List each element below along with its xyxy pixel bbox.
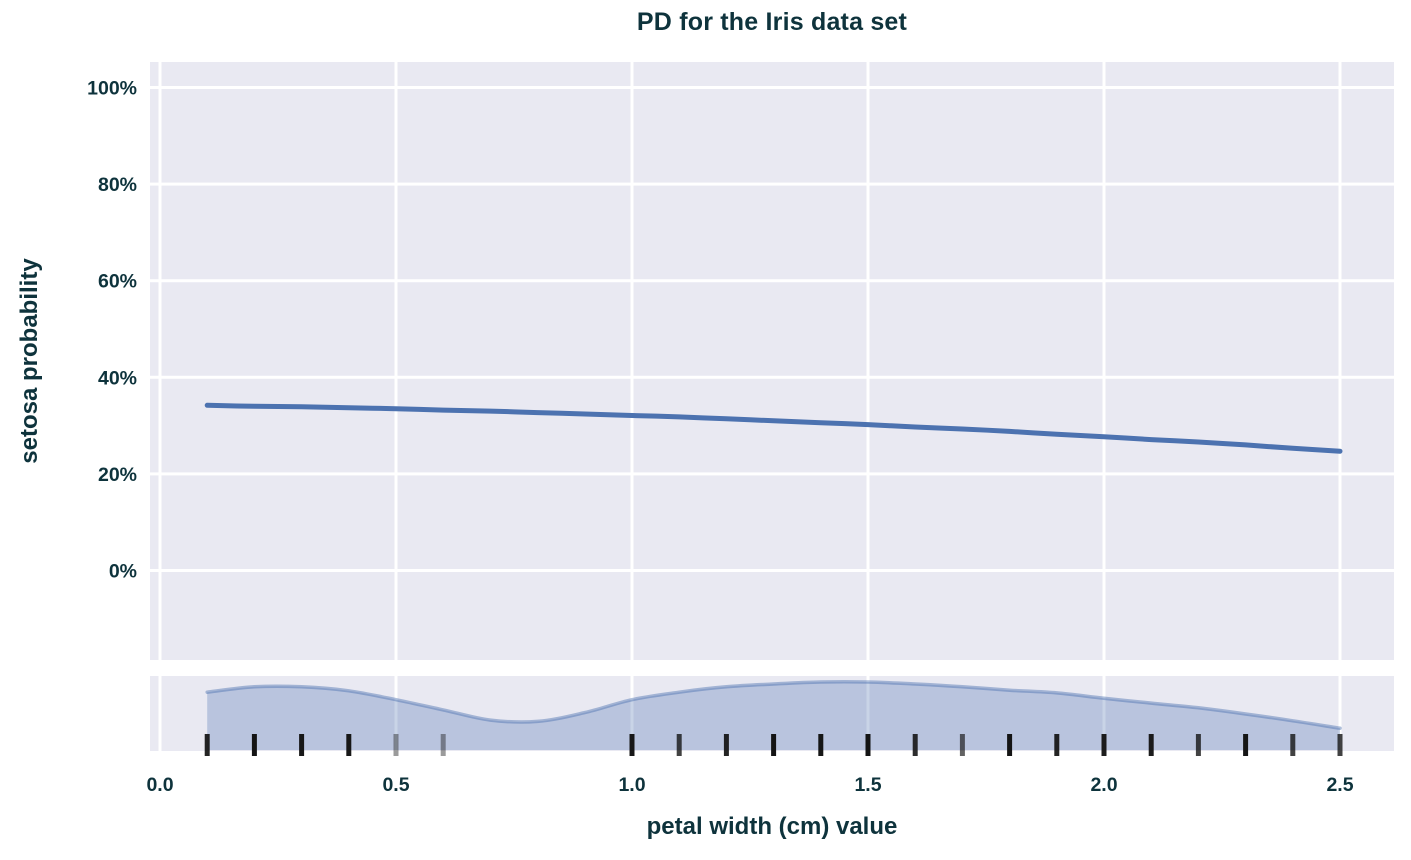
chart-title: PD for the Iris data set [636, 8, 908, 36]
x-tick-label: 2.5 [1326, 774, 1353, 796]
density-curve [205, 680, 1342, 730]
pd-line [204, 402, 1343, 454]
y-tick-label: 100% [87, 78, 137, 100]
y-tick-label: 0% [109, 561, 137, 583]
x-tick-label: 0.5 [382, 774, 409, 796]
density-area [207, 681, 1341, 750]
y-tick-label: 20% [98, 464, 137, 486]
main-panel-background [150, 62, 1394, 660]
x-tick-label: 0.0 [146, 774, 173, 796]
y-tick-label: 40% [98, 367, 137, 389]
x-tick-label: 2.0 [1090, 774, 1117, 796]
x-tick-label: 1.0 [618, 774, 645, 796]
y-axis-title: setosa probability [16, 258, 43, 464]
y-tick-label: 80% [98, 174, 137, 196]
y-tick-label: 60% [98, 271, 137, 293]
x-axis-title: petal width (cm) value [646, 813, 898, 840]
x-tick-label: 1.5 [854, 774, 881, 796]
